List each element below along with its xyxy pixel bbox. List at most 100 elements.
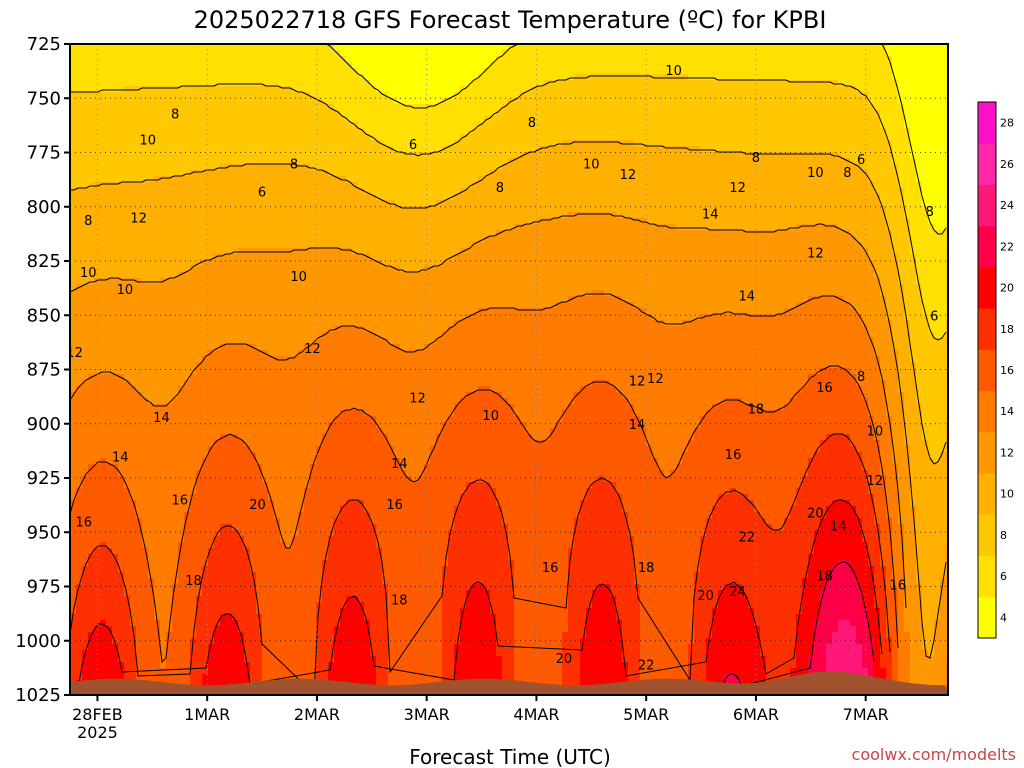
x-tick-label: 3MAR (404, 705, 450, 724)
contour-label: 14 (112, 450, 129, 465)
contour-label: 12 (807, 246, 824, 261)
colorbar-swatch (978, 390, 996, 433)
y-tick-label: 725 (27, 34, 61, 55)
x-tick-label: 4MAR (513, 705, 559, 724)
colorbar-tick-label: 26 (1000, 158, 1014, 171)
colorbar-swatch (978, 266, 996, 309)
contour-label: 12 (409, 392, 426, 407)
contour-label: 20 (249, 498, 266, 513)
contour-label: 6 (930, 309, 938, 324)
colorbar-tick-label: 8 (1000, 529, 1007, 542)
contour-label: 10 (665, 64, 682, 79)
colorbar-swatch (978, 349, 996, 392)
contour-label: 18 (816, 570, 833, 585)
contour-label: 12 (629, 374, 646, 389)
contour-label: 10 (583, 157, 600, 172)
contour-label: 10 (290, 270, 307, 285)
x-tick-label: 2MAR (294, 705, 340, 724)
temperature-bands (70, 44, 948, 695)
colorbar-swatch (978, 473, 996, 515)
colorbar: 4 6 8 10 12 14 16 18 20 22 24 26 28 (977, 101, 1014, 639)
contour-label: 24 (729, 585, 746, 600)
contour-label: 16 (386, 498, 403, 513)
contour-label: 12 (647, 372, 664, 387)
contour-label: 6 (857, 153, 865, 168)
y-tick-label: 900 (27, 414, 61, 435)
colorbar-swatch (978, 431, 996, 474)
colorbar-tick-label: 20 (1000, 282, 1014, 295)
contour-label: 18 (391, 594, 408, 609)
contour-label: 8 (496, 181, 504, 196)
y-tick-label: 1000 (15, 631, 61, 652)
contour-label: 22 (638, 659, 655, 674)
contour-label: 12 (620, 168, 637, 183)
contour-label: 8 (752, 151, 760, 166)
colorbar-tick-label: 12 (1000, 446, 1014, 459)
x-axis-label: Forecast Time (UTC) (409, 745, 611, 768)
x-tick-label: 1MAR (184, 705, 230, 724)
contour-label: 6 (409, 138, 417, 153)
contour-label: 16 (816, 381, 833, 396)
contour-label: 20 (556, 652, 573, 667)
contour-label: 10 (867, 424, 884, 439)
y-tick-label: 875 (27, 360, 61, 381)
contour-label: 14 (391, 457, 408, 472)
colorbar-tick-label: 6 (1000, 570, 1007, 583)
colorbar-swatch (978, 102, 996, 144)
colorbar-tick-label: 22 (1000, 240, 1014, 253)
contour-label: 8 (857, 370, 865, 385)
contour-label: 8 (84, 214, 92, 229)
y-tick-label: 850 (27, 305, 61, 326)
contour-label: 8 (290, 157, 298, 172)
x-tick-label: 7MAR (843, 705, 889, 724)
colorbar-swatch (978, 308, 996, 350)
contour-label: 14 (830, 520, 847, 535)
y-tick-label: 750 (27, 88, 61, 109)
y-tick-label: 975 (27, 577, 61, 598)
contour-label: 16 (542, 561, 559, 576)
contour-label: 10 (482, 409, 499, 424)
colorbar-tick-label: 10 (1000, 488, 1014, 501)
contour-lines (70, 44, 947, 695)
x-tick-label: 28FEB (72, 705, 123, 724)
y-tick-label: 925 (27, 468, 61, 489)
grid-lines (70, 44, 948, 695)
contour-label: 18 (185, 574, 202, 589)
contour-label: 20 (697, 589, 714, 604)
contour-label: 6 (258, 186, 266, 201)
contour-label: 8 (528, 116, 536, 131)
colorbar-tick-label: 14 (1000, 405, 1014, 418)
contour-label: 18 (638, 561, 655, 576)
credit-link[interactable]: coolwx.com/modelts (852, 745, 1016, 764)
contour-label: 12 (304, 342, 321, 357)
contour-label: 22 (739, 531, 756, 546)
y-tick-label: 775 (27, 143, 61, 164)
x-tick-label: 5MAR (623, 705, 669, 724)
colorbar-tick-label: 16 (1000, 364, 1014, 377)
contour-label: 16 (889, 578, 906, 593)
contour-label: 16 (171, 494, 188, 509)
contour-label: 8 (843, 166, 851, 181)
contour-label: 16 (75, 515, 92, 530)
contour-label: 14 (739, 290, 756, 305)
contour-label: 10 (117, 283, 134, 298)
contour-label: 12 (729, 181, 746, 196)
colorbar-swatch (978, 555, 996, 598)
y-axis: 725 750 775 800 825 850 875 900 925 950 975 1000 102… (15, 34, 70, 706)
contour-label: 8 (926, 205, 934, 220)
contour-label: 12 (867, 474, 884, 489)
colorbar-swatch (978, 184, 996, 227)
contour-label: 8 (171, 107, 179, 122)
x-tick-label: 6MAR (733, 705, 779, 724)
contour-label: 20 (807, 507, 824, 522)
y-tick-label: 800 (27, 197, 61, 218)
colorbar-tick-label: 18 (1000, 323, 1014, 336)
colorbar-swatch (978, 596, 996, 639)
y-tick-label: 1025 (15, 685, 61, 706)
colorbar-tick-label: 4 (1000, 611, 1007, 624)
colorbar-swatch (978, 514, 996, 557)
colorbar-tick-label: 28 (1000, 117, 1014, 130)
